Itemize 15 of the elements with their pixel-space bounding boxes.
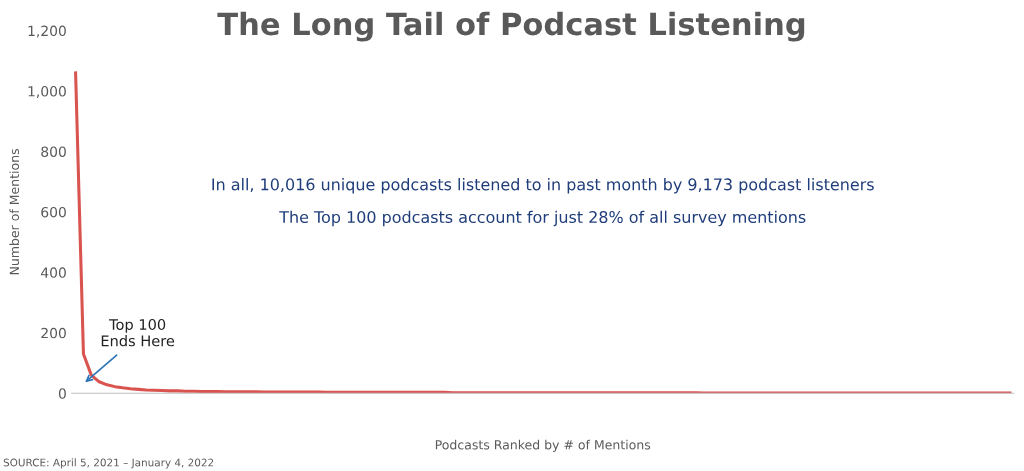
y-tick-label: 1,200 — [28, 25, 66, 38]
y-tick-label: 0 — [58, 388, 66, 399]
y-tick-label: 200 — [41, 327, 66, 339]
source-note: SOURCE: April 5, 2021 – January 4, 2022 — [3, 458, 214, 469]
y-tick-label: 600 — [41, 206, 66, 218]
y-tick-label: 1,000 — [28, 86, 66, 98]
y-tick-label: 400 — [40, 267, 66, 278]
chart-title: The Long Tail of Podcast Listening — [217, 11, 805, 42]
y-tick-label: 800 — [41, 146, 66, 157]
line-series — [74, 71, 1012, 394]
annotation: The Top 100 podcasts account for just 28% of all survey mentions — [279, 210, 806, 227]
y-axis-title: Number of Mentions — [9, 149, 20, 275]
annotation: In all, 10,016 unique podcasts listened to in past month by 9,173 podcast listeners — [212, 178, 874, 194]
annotation: Top 100 Ends Here — [101, 318, 175, 347]
x-axis-title: Podcasts Ranked by # of Mentions — [435, 439, 651, 452]
